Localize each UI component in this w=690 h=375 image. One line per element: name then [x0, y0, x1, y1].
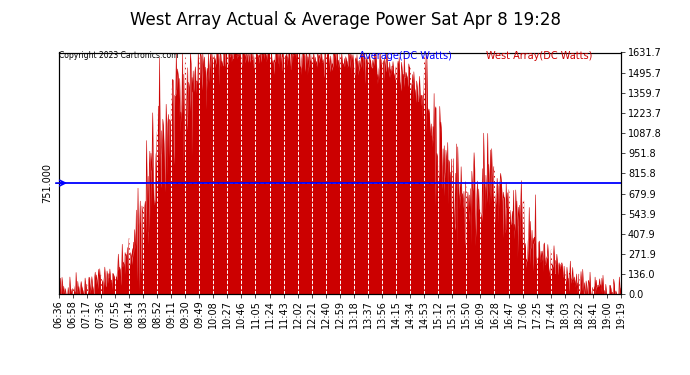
- Text: West Array Actual & Average Power Sat Apr 8 19:28: West Array Actual & Average Power Sat Ap…: [130, 11, 560, 29]
- Text: Average(DC Watts): Average(DC Watts): [359, 51, 452, 61]
- Text: West Array(DC Watts): West Array(DC Watts): [486, 51, 593, 61]
- Text: Copyright 2023 Cartronics.com: Copyright 2023 Cartronics.com: [59, 51, 178, 60]
